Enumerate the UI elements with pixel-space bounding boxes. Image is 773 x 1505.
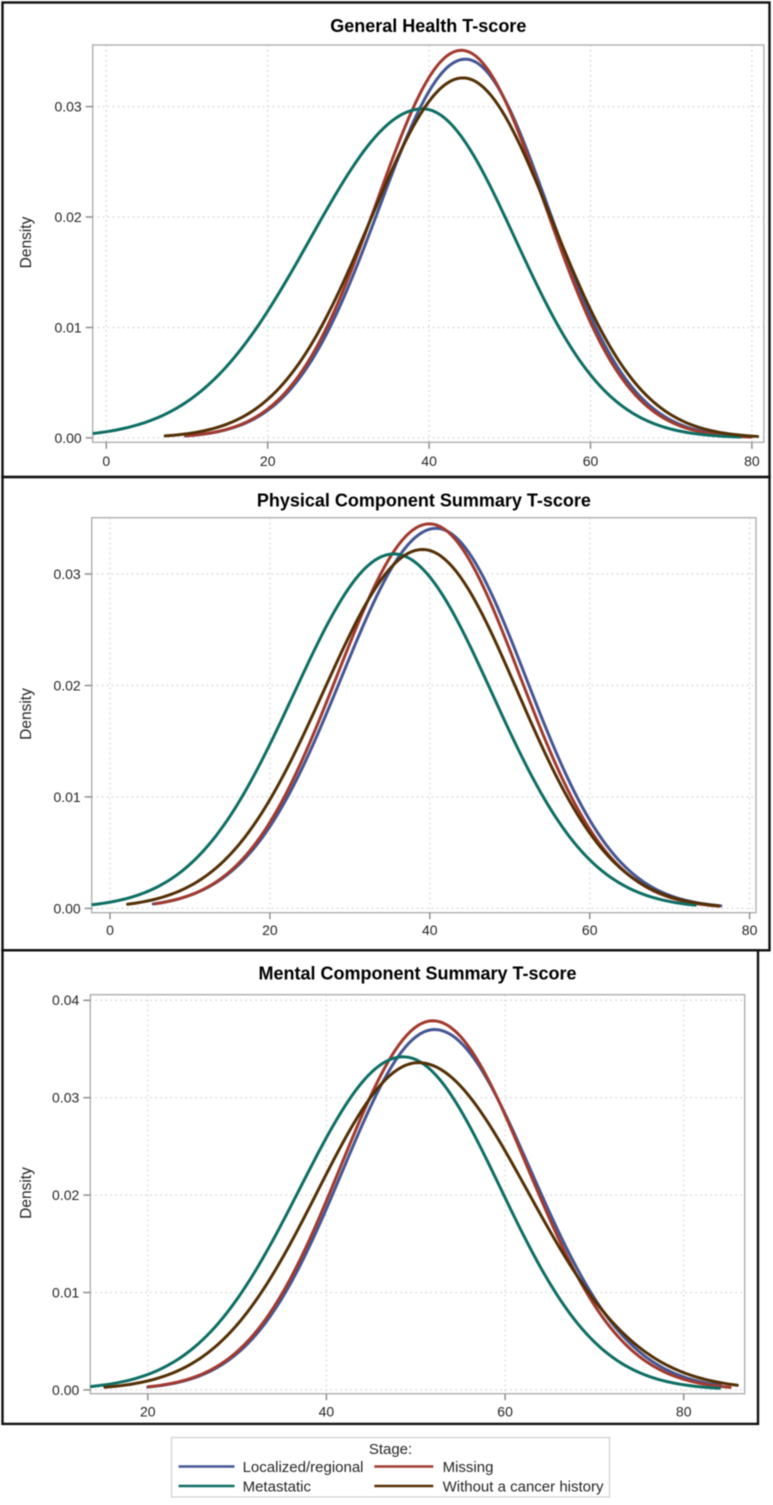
svg-text:General Health T-score: General Health T-score [330,16,526,36]
svg-text:Missing: Missing [443,1459,494,1476]
svg-text:40: 40 [319,1403,335,1419]
svg-text:60: 60 [497,1403,513,1419]
svg-text:0.02: 0.02 [54,209,81,225]
svg-text:0: 0 [106,922,114,938]
svg-text:Density: Density [18,216,35,268]
svg-text:80: 80 [744,453,760,469]
svg-text:20: 20 [262,922,278,938]
svg-text:Metastatic: Metastatic [243,1478,312,1495]
svg-text:Mental Component Summary T-sco: Mental Component Summary T-score [258,964,576,984]
svg-text:0.00: 0.00 [52,1382,79,1398]
svg-text:0.03: 0.03 [52,1090,79,1106]
svg-text:0.03: 0.03 [53,566,80,582]
svg-text:80: 80 [742,922,758,938]
svg-text:Localized/regional: Localized/regional [243,1459,364,1476]
svg-text:60: 60 [582,922,598,938]
svg-text:20: 20 [260,453,276,469]
svg-text:Density: Density [18,1167,35,1219]
svg-text:0.01: 0.01 [54,319,81,335]
svg-text:80: 80 [676,1403,692,1419]
svg-text:0.03: 0.03 [54,99,81,115]
svg-text:0.00: 0.00 [53,900,80,916]
svg-text:Stage:: Stage: [369,1441,412,1458]
svg-text:Physical Component Summary T-s: Physical Component Summary T-score [257,491,591,511]
svg-text:60: 60 [583,453,599,469]
svg-text:0.02: 0.02 [53,677,80,693]
svg-text:0.00: 0.00 [54,430,81,446]
svg-text:20: 20 [140,1403,156,1419]
svg-text:0: 0 [102,453,110,469]
svg-text:0.04: 0.04 [52,992,79,1008]
svg-text:0.01: 0.01 [52,1284,79,1300]
svg-text:0.02: 0.02 [52,1187,79,1203]
svg-text:0.01: 0.01 [53,789,80,805]
svg-text:Density: Density [18,688,35,740]
svg-text:Without a cancer history: Without a cancer history [443,1478,604,1495]
svg-text:40: 40 [422,922,438,938]
svg-text:40: 40 [421,453,437,469]
